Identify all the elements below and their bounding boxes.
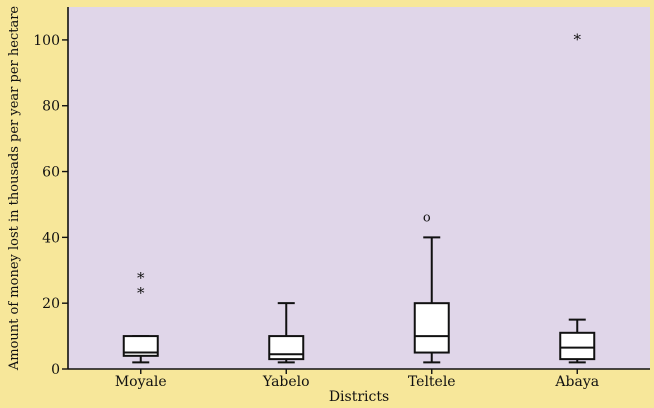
- y-tick-label: 0: [51, 362, 60, 378]
- box-iqr: [413, 302, 450, 354]
- x-tick-label: Yabelo: [262, 374, 310, 390]
- y-tick-label: 40: [42, 230, 60, 246]
- plot-area: [68, 7, 650, 369]
- y-axis-title: Amount of money lost in thousads per yea…: [7, 6, 22, 372]
- box-teltele: o: [413, 211, 450, 364]
- x-axis-labels: Moyale Yabelo Teltele Abaya: [115, 369, 599, 390]
- x-axis-title: Districts: [329, 389, 389, 405]
- y-axis-ticks: 0 20 40 60 80 100: [33, 33, 68, 378]
- box-abaya: *: [559, 31, 596, 364]
- extreme-point: *: [137, 284, 145, 302]
- x-tick-label: Teltele: [408, 374, 456, 390]
- x-tick-label: Moyale: [115, 374, 167, 390]
- y-tick-label: 100: [33, 33, 60, 49]
- box-iqr: [268, 335, 305, 361]
- y-tick-label: 80: [42, 99, 60, 115]
- y-tick-label: 20: [42, 296, 60, 312]
- box-iqr: [122, 335, 159, 357]
- box-iqr: [559, 331, 596, 361]
- boxes-layer: **o*: [122, 31, 596, 364]
- x-tick-label: Abaya: [554, 374, 599, 390]
- extreme-point: *: [574, 31, 582, 49]
- extreme-point: *: [137, 269, 145, 287]
- box-moyale: **: [122, 269, 159, 364]
- outlier-point: o: [423, 211, 431, 226]
- y-tick-label: 60: [42, 165, 60, 181]
- box-yabelo: [268, 302, 305, 364]
